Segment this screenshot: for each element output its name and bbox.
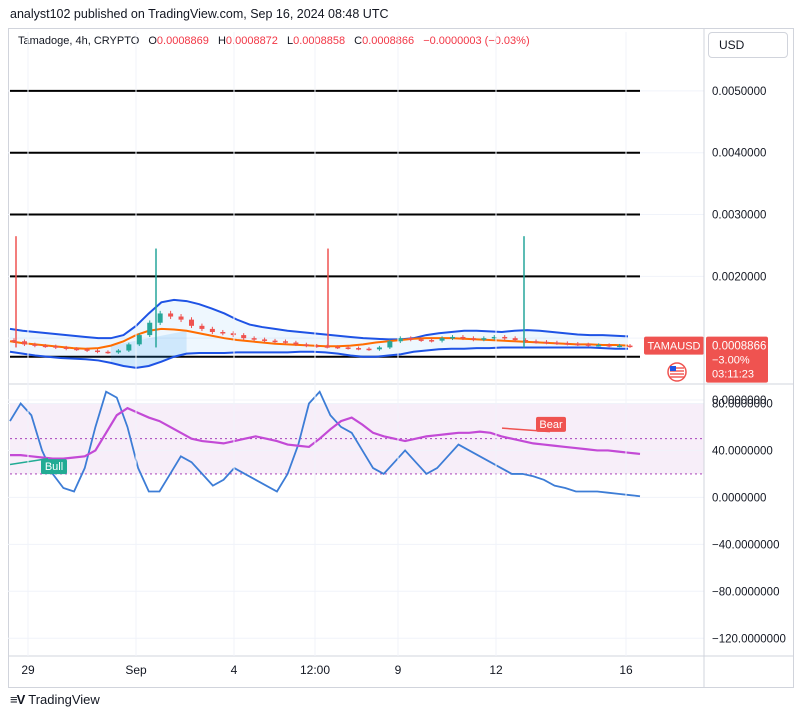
publish-info: analyst102 published on TradingView.com,… — [10, 7, 389, 21]
change-value: −0.0000003 (−0.03%) — [423, 35, 530, 47]
symbol-legend: Tamadoge, 4h, CRYPTO O0.0008869 H0.00088… — [18, 35, 530, 47]
high-label: H — [217, 35, 226, 47]
footer-brand: TradingView — [28, 692, 100, 707]
chart-frame — [8, 28, 794, 688]
open-label: O — [148, 35, 157, 47]
low-label: L — [286, 35, 294, 47]
close-value: 0.0008866 — [362, 35, 415, 47]
footer: ≡V TradingView — [10, 692, 100, 707]
currency-selector-button[interactable]: USD — [708, 32, 788, 58]
tradingview-logo-icon: ≡V — [10, 692, 25, 707]
high-value: 0.0008872 — [225, 35, 278, 47]
open-value: 0.0008869 — [156, 35, 209, 47]
close-label: C — [354, 35, 363, 47]
symbol-title: Tamadoge, 4h, CRYPTO — [18, 35, 140, 47]
low-value: 0.0008858 — [293, 35, 346, 47]
